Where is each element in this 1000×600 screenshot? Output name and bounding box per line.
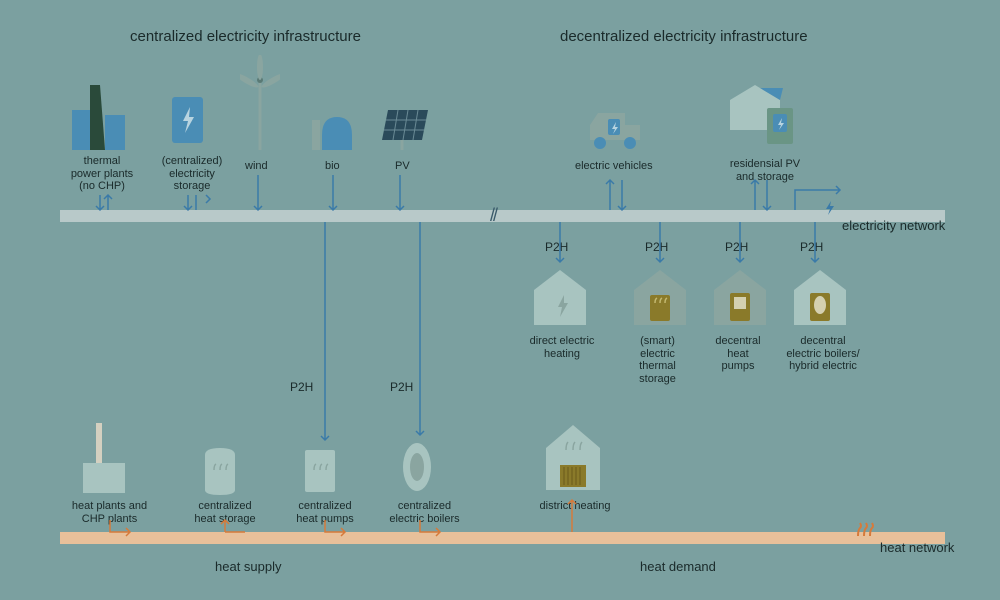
thermal-label: thermalpower plants(no CHP) — [62, 155, 142, 193]
p2h-label-1: P2H — [290, 380, 313, 394]
district-label: district heating — [530, 500, 620, 513]
chp-label: heat plants andCHP plants — [62, 500, 157, 525]
electricity-network-bar — [60, 210, 945, 222]
storage-label: (centralized)electricitystorage — [152, 155, 232, 193]
pv-panel-icon — [380, 105, 430, 150]
title-centralized: centralized electricity infrastructure — [130, 28, 361, 45]
centralized-heatpump-icon — [300, 445, 340, 495]
bolt-icon — [822, 200, 838, 216]
bio-plant-icon — [310, 105, 360, 150]
centralized-storage-icon — [170, 95, 205, 145]
electric-vehicle-icon — [580, 105, 650, 155]
centralized-boiler-icon — [400, 440, 435, 495]
cent-hp-label: centralizedheat pumps — [290, 500, 360, 525]
smart-storage-label: (smart)electricthermalstorage — [630, 335, 685, 386]
cent-hs-label: centralizedheat storage — [190, 500, 260, 525]
pv-label: PV — [395, 160, 410, 173]
heat-demand-label: heat demand — [640, 560, 716, 575]
heat-network-label: heat network — [880, 540, 954, 555]
decentral-boiler-label: decentralelectric boilers/hybrid electri… — [778, 335, 868, 373]
bio-label: bio — [325, 160, 340, 173]
direct-heat-label: direct electricheating — [522, 335, 602, 360]
decentral-boiler-icon — [788, 265, 853, 330]
decentral-hp-label: decentralheatpumps — [708, 335, 768, 373]
smart-thermal-storage-icon — [628, 265, 693, 330]
heat-network-bar — [60, 532, 945, 544]
chp-plant-icon — [78, 418, 133, 496]
electricity-network-label: electricity network — [842, 218, 945, 233]
heat-waves-icon — [855, 522, 875, 538]
wind-turbine-icon — [240, 55, 280, 150]
decentral-heatpump-icon — [708, 265, 773, 330]
res-pv-label: residensial PVand storage — [720, 158, 810, 183]
wind-label: wind — [245, 160, 268, 173]
p2h-label-6: P2H — [800, 240, 823, 254]
p2h-label-4: P2H — [645, 240, 668, 254]
network-break-icon: // — [490, 205, 496, 226]
direct-heating-icon — [528, 265, 593, 330]
p2h-label-2: P2H — [390, 380, 413, 394]
cent-boiler-label: centralizedelectric boilers — [382, 500, 467, 525]
ev-label: electric vehicles — [575, 160, 653, 173]
heat-supply-label: heat supply — [215, 560, 282, 575]
p2h-label-5: P2H — [725, 240, 748, 254]
centralized-heat-storage-icon — [200, 445, 240, 495]
title-decentralized: decentralized electricity infrastructure — [560, 28, 808, 45]
residential-pv-icon — [725, 80, 800, 150]
thermal-plant-icon — [70, 75, 130, 150]
district-heating-icon — [538, 420, 608, 495]
p2h-label-3: P2H — [545, 240, 568, 254]
